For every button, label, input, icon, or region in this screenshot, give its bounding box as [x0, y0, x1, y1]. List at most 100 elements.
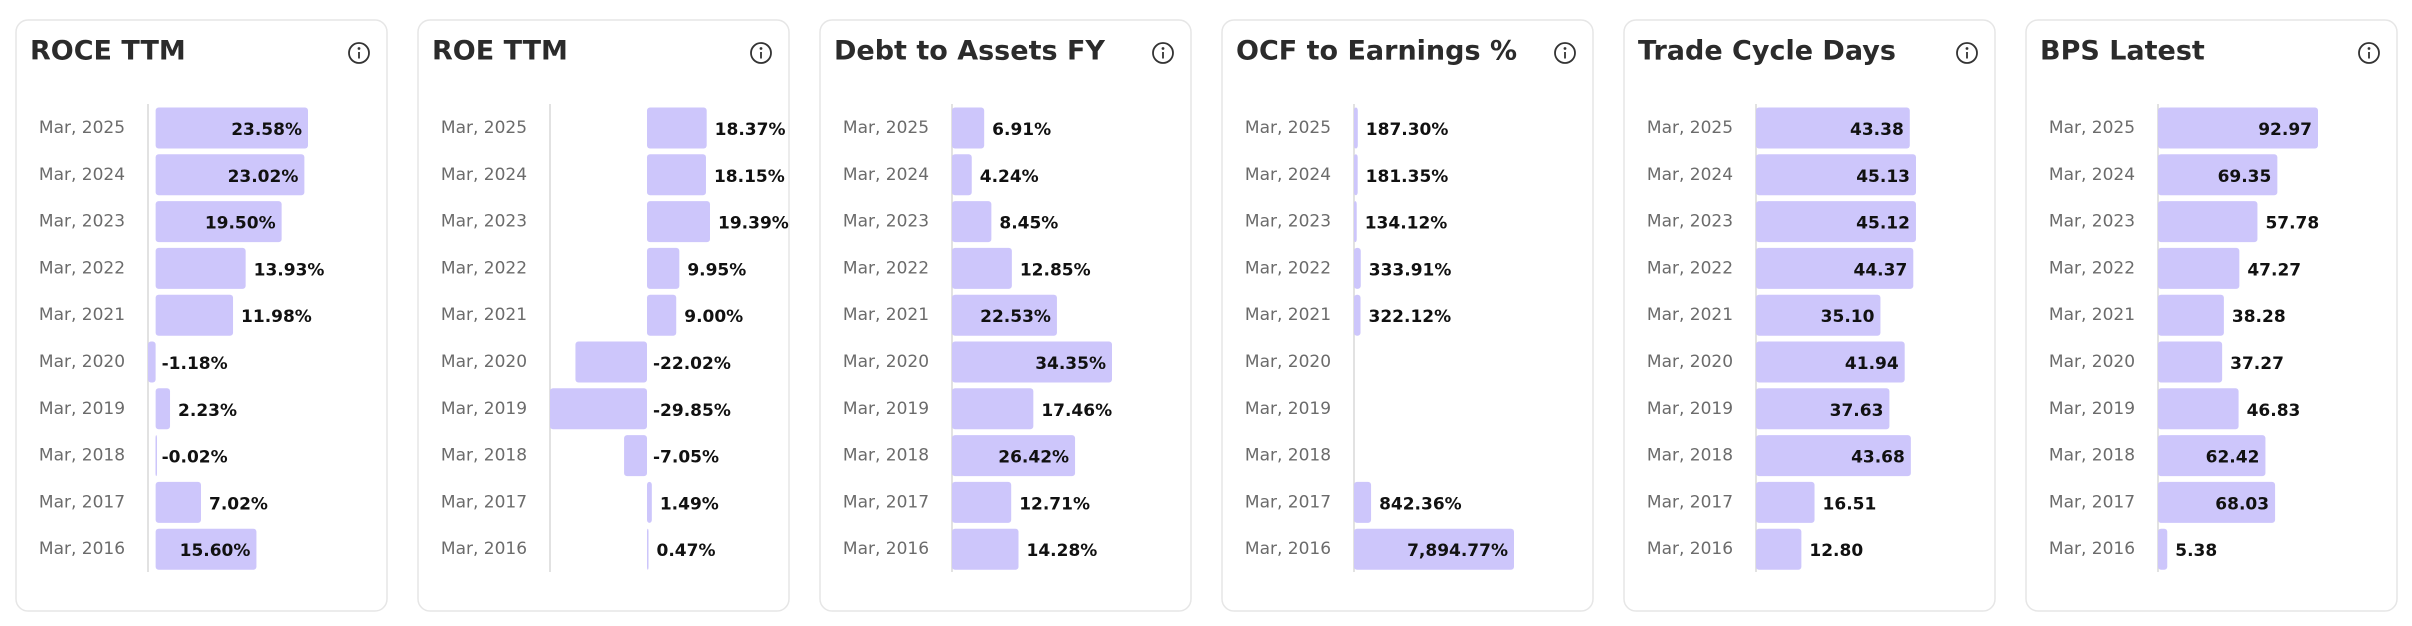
- category-label: Mar, 2021: [1647, 305, 1733, 325]
- category-label: Mar, 2021: [2049, 305, 2135, 325]
- value-label: 92.97: [2258, 120, 2312, 140]
- category-label: Mar, 2025: [39, 118, 125, 138]
- category-label: Mar, 2023: [1647, 212, 1733, 232]
- bar: [2158, 247, 2240, 289]
- category-label: Mar, 2021: [441, 305, 527, 325]
- value-label: 9.95%: [687, 260, 746, 280]
- category-label: Mar, 2022: [2049, 258, 2135, 278]
- bar: [952, 388, 1034, 430]
- info-icon-dot: [1563, 47, 1567, 50]
- bar: [1756, 294, 1881, 336]
- bar: [952, 481, 1012, 523]
- bar: [952, 247, 1012, 289]
- category-label: Mar, 2018: [1245, 446, 1331, 466]
- bar: [952, 201, 992, 243]
- category-label: Mar, 2022: [39, 258, 125, 278]
- bar: [1354, 528, 1514, 570]
- category-label: Mar, 2019: [2049, 399, 2135, 419]
- bar: [646, 107, 707, 149]
- category-label: Mar, 2017: [39, 492, 125, 512]
- value-label: 181.35%: [1366, 167, 1449, 187]
- category-label: Mar, 2020: [843, 352, 929, 372]
- bar: [1354, 247, 1361, 289]
- card-title: BPS Latest: [2040, 36, 2205, 67]
- bar: [1354, 294, 1361, 336]
- bar: [952, 154, 972, 196]
- category-label: Mar, 2016: [39, 539, 125, 559]
- category-label: Mar, 2016: [1245, 539, 1331, 559]
- value-label: 187.30%: [1366, 120, 1449, 140]
- value-label: 69.35: [2218, 167, 2272, 187]
- category-label: Mar, 2025: [1647, 118, 1733, 138]
- category-label: Mar, 2020: [2049, 352, 2135, 372]
- category-label: Mar, 2021: [39, 305, 125, 325]
- card-title: OCF to Earnings %: [1236, 36, 1517, 67]
- value-label: 44.37: [1854, 260, 1908, 280]
- bar: [952, 528, 1019, 570]
- category-label: Mar, 2017: [1245, 492, 1331, 512]
- category-label: Mar, 2018: [39, 446, 125, 466]
- value-label: 322.12%: [1369, 307, 1452, 327]
- info-icon-dot: [1161, 47, 1165, 50]
- bar: [952, 107, 985, 149]
- category-label: Mar, 2023: [1245, 212, 1331, 232]
- bar: [575, 341, 647, 383]
- value-label: 18.15%: [714, 167, 785, 187]
- category-label: Mar, 2022: [441, 258, 527, 278]
- category-label: Mar, 2019: [441, 399, 527, 419]
- value-label: 15.60%: [180, 541, 251, 561]
- value-label: 13.93%: [254, 260, 325, 280]
- category-label: Mar, 2018: [1647, 446, 1733, 466]
- value-label: 22.53%: [980, 307, 1051, 327]
- info-icon[interactable]: [1152, 42, 1174, 64]
- bar: [155, 481, 201, 523]
- info-icon[interactable]: [1956, 42, 1978, 64]
- bar: [1756, 481, 1815, 523]
- info-icon[interactable]: [348, 42, 370, 64]
- card-title: Trade Cycle Days: [1638, 36, 1896, 67]
- bar: [646, 247, 680, 289]
- bar: [952, 294, 1057, 336]
- category-label: Mar, 2024: [1245, 165, 1331, 185]
- value-label: 68.03: [2215, 494, 2269, 514]
- info-icon[interactable]: [1554, 42, 1576, 64]
- category-label: Mar, 2024: [843, 165, 929, 185]
- value-label: -1.18%: [162, 354, 228, 374]
- value-label: 17.46%: [1041, 401, 1112, 421]
- value-label: 37.27: [2230, 354, 2284, 374]
- info-icon[interactable]: [750, 42, 772, 64]
- value-label: 19.50%: [205, 214, 276, 234]
- bar: [1756, 201, 1916, 243]
- bar: [2158, 201, 2258, 243]
- category-label: Mar, 2025: [441, 118, 527, 138]
- value-label: 134.12%: [1365, 214, 1448, 234]
- value-label: 7.02%: [209, 494, 268, 514]
- bar: [1756, 528, 1802, 570]
- value-label: 12.71%: [1019, 494, 1090, 514]
- value-label: 7,894.77%: [1407, 541, 1508, 561]
- category-label: Mar, 2023: [441, 212, 527, 232]
- bar: [646, 154, 706, 196]
- category-label: Mar, 2021: [1245, 305, 1331, 325]
- category-label: Mar, 2022: [1647, 258, 1733, 278]
- bar: [550, 388, 647, 430]
- bar: [1354, 201, 1357, 243]
- value-label: 34.35%: [1035, 354, 1106, 374]
- category-label: Mar, 2023: [39, 212, 125, 232]
- info-icon-dot: [759, 47, 763, 50]
- category-label: Mar, 2016: [441, 539, 527, 559]
- bar: [155, 435, 157, 477]
- bar: [1354, 481, 1372, 523]
- value-label: 19.39%: [718, 214, 789, 234]
- bar: [155, 388, 171, 430]
- bar: [155, 247, 246, 289]
- value-label: 57.78: [2265, 214, 2319, 234]
- card-title: ROE TTM: [432, 36, 568, 67]
- value-label: 6.91%: [992, 120, 1051, 140]
- value-label: 62.42: [2206, 448, 2260, 468]
- info-icon[interactable]: [2358, 42, 2380, 64]
- value-label: 14.28%: [1027, 541, 1098, 561]
- category-label: Mar, 2018: [843, 446, 929, 466]
- bar: [646, 201, 710, 243]
- category-label: Mar, 2024: [441, 165, 527, 185]
